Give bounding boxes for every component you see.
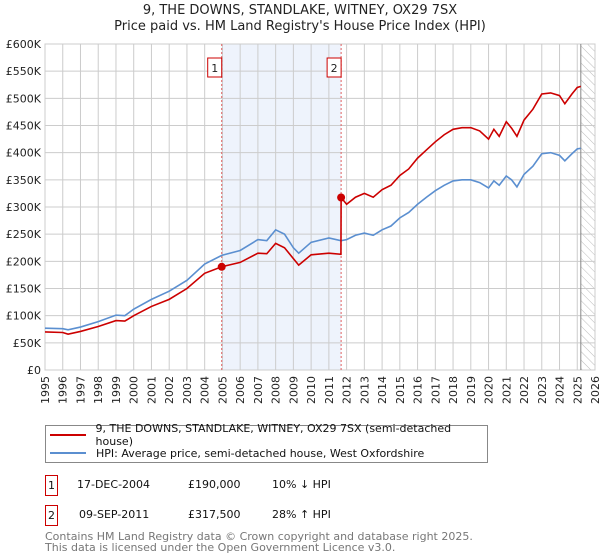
- x-tick-label: 2023: [536, 376, 549, 404]
- x-tick-label: 2010: [305, 376, 318, 404]
- legend-swatch-hpi: [50, 452, 86, 454]
- sale-hpi-diff: 10% ↓ HPI: [272, 478, 331, 491]
- footer-copyright: Contains HM Land Registry data © Crown c…: [45, 530, 473, 543]
- x-tick-label: 2000: [128, 376, 141, 404]
- x-tick-label: 1998: [92, 376, 105, 404]
- x-tick-label: 2009: [287, 376, 300, 404]
- x-tick-label: 2002: [163, 376, 176, 404]
- sale-badge-1: 1: [45, 475, 58, 496]
- x-tick-label: 2012: [341, 376, 354, 404]
- sale-marker-box: [326, 57, 342, 78]
- y-tick-label: £150K: [6, 283, 42, 296]
- y-tick-label: £600K: [6, 38, 42, 51]
- x-tick-label: 2017: [429, 376, 442, 404]
- x-tick-label: 1999: [110, 376, 123, 404]
- x-tick-label: 2005: [216, 376, 229, 404]
- legend-label-hpi: HPI: Average price, semi-detached house,…: [96, 446, 425, 460]
- series-line-price: [44, 85, 582, 335]
- sale-hpi-diff: 28% ↑ HPI: [272, 508, 331, 521]
- x-tick-label: 2020: [483, 376, 496, 404]
- chart-title: 9, THE DOWNS, STANDLAKE, WITNEY, OX29 7S…: [142, 3, 458, 18]
- x-tick-label: 2025: [571, 376, 584, 404]
- x-tick-label: 2016: [412, 376, 425, 404]
- x-tick-label: 2013: [358, 376, 371, 404]
- series-line-hpi: [44, 147, 581, 331]
- x-tick-label: 2004: [199, 376, 212, 404]
- x-tick-label: 2018: [447, 376, 460, 404]
- x-tick-label: 1996: [57, 376, 70, 404]
- x-tick-label: 2001: [145, 376, 158, 404]
- x-tick-label: 1995: [39, 376, 52, 404]
- y-tick-label: £550K: [6, 65, 42, 78]
- sale-point: [337, 193, 346, 202]
- x-tick-label: 2026: [589, 376, 600, 404]
- legend-label-price: 9, THE DOWNS, STANDLAKE, WITNEY, OX29 7S…: [95, 422, 452, 448]
- y-tick-label: £450K: [6, 120, 42, 133]
- sale-price: £317,500: [188, 508, 241, 521]
- x-tick-label: 2003: [181, 376, 194, 404]
- sale-marker-label: 1: [211, 62, 218, 75]
- y-tick-label: £400K: [6, 147, 42, 160]
- x-tick-label: 2019: [465, 376, 478, 404]
- x-tick-label: 1997: [74, 376, 87, 404]
- sale-date: 17-DEC-2004: [77, 478, 151, 491]
- x-tick-label: 2024: [554, 376, 567, 404]
- x-tick-label: 2022: [518, 376, 531, 404]
- x-tick-label: 2007: [252, 376, 265, 404]
- y-tick-label: £250K: [6, 228, 42, 241]
- sale-marker-box: [207, 57, 223, 78]
- x-tick-label: 2015: [394, 376, 407, 404]
- sale-price: £190,000: [188, 478, 241, 491]
- footer-licence: This data is licensed under the Open Gov…: [45, 541, 396, 554]
- y-tick-label: £350K: [6, 174, 42, 187]
- chart-subtitle: Price paid vs. HM Land Registry's House …: [114, 19, 486, 34]
- x-tick-label: 2011: [323, 376, 336, 404]
- y-tick-label: £0: [27, 364, 41, 377]
- x-tick-label: 2008: [270, 376, 283, 404]
- x-tick-label: 2021: [500, 376, 513, 404]
- y-tick-label: £500K: [6, 92, 42, 105]
- x-tick-label: 2014: [376, 376, 389, 404]
- y-tick-label: £100K: [6, 310, 42, 323]
- legend-swatch-price: [50, 434, 86, 436]
- y-tick-label: £50K: [13, 337, 42, 350]
- sale-point: [217, 262, 226, 271]
- sale-date: 09-SEP-2011: [79, 508, 150, 521]
- y-tick-label: £200K: [6, 255, 42, 268]
- legend: 9, THE DOWNS, STANDLAKE, WITNEY, OX29 7S…: [45, 422, 488, 463]
- plot-frame: [44, 43, 596, 371]
- price-chart: £0 £50K £100K £150K £200K £250K £300K £350K £400…: [6, 38, 600, 404]
- sale-marker-label: 2: [331, 62, 338, 75]
- y-tick-label: £300K: [6, 201, 42, 214]
- x-tick-label: 2006: [234, 376, 247, 404]
- sale-badge-2: 2: [45, 505, 58, 526]
